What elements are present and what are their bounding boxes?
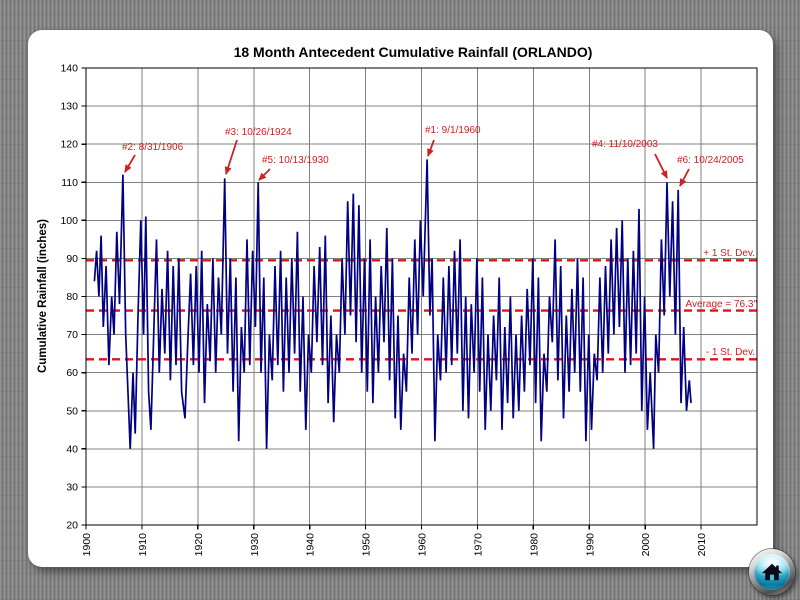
annotation-arrow <box>258 168 271 181</box>
reference-line-label: + 1 St. Dev. <box>703 248 755 259</box>
annotation-label: #4: 11/10/2003 <box>592 139 658 150</box>
x-tick-label: 1980 <box>528 533 540 557</box>
x-tick-label: 1960 <box>417 533 429 557</box>
home-button-globe <box>754 554 790 590</box>
annotation-arrow <box>224 139 238 175</box>
x-tick-label: 1990 <box>584 533 596 557</box>
annotation-label: #3: 10/26/1924 <box>225 127 292 138</box>
x-tick-label: 1970 <box>472 533 484 557</box>
y-tick-label: 120 <box>60 139 78 151</box>
reference-line-label: Average = 76.3" <box>686 299 758 310</box>
home-icon <box>761 563 783 581</box>
annotation-arrow <box>427 139 435 157</box>
annotation-label: #1: 9/1/1960 <box>425 125 481 136</box>
x-tick-label: 1900 <box>81 533 93 557</box>
y-tick-label: 60 <box>66 367 78 379</box>
x-tick-label: 1950 <box>361 533 373 557</box>
y-tick-label: 110 <box>61 177 78 189</box>
annotation-arrow <box>124 154 136 173</box>
y-tick-label: 70 <box>66 329 78 341</box>
rainfall-chart: 20 30 40 50 60 70 80 90 100 110 120 130 140 1900 1910 1… <box>37 44 758 557</box>
y-tick-label: 40 <box>66 443 78 455</box>
y-axis-title: Cumulative Rainfall (inches) <box>37 219 49 373</box>
y-tick-label: 30 <box>66 481 78 493</box>
y-tick-label: 90 <box>66 253 78 265</box>
annotation-label: #2: 8/31/1906 <box>122 142 184 153</box>
y-tick-label: 130 <box>60 101 78 113</box>
home-button[interactable] <box>749 549 795 595</box>
reference-line-label: - 1 St. Dev. <box>706 347 755 358</box>
annotation-label: #5: 10/13/1930 <box>262 155 329 166</box>
x-tick-label: 1920 <box>193 533 205 557</box>
chart-title: 18 Month Antecedent Cumulative Rainfall … <box>234 44 593 60</box>
y-tick-label: 100 <box>60 215 78 227</box>
y-tick-label: 140 <box>60 63 78 75</box>
y-tick-label: 50 <box>66 405 78 417</box>
x-tick-label: 2000 <box>640 533 652 557</box>
series-line <box>93 159 692 449</box>
x-tick-label: 1910 <box>137 533 149 557</box>
slide-card: 20 30 40 50 60 70 80 90 100 110 120 130 140 1900 1910 1… <box>28 30 773 567</box>
annotation-arrow <box>679 168 690 187</box>
annotation-label: #6: 10/24/2005 <box>677 155 744 166</box>
y-tick-label: 20 <box>66 520 78 532</box>
x-tick-label: 2010 <box>696 533 708 557</box>
x-tick-label: 1940 <box>305 533 317 557</box>
annotation-arrow <box>654 153 668 179</box>
y-tick-label: 80 <box>66 291 78 303</box>
x-tick-label: 1930 <box>249 533 261 557</box>
